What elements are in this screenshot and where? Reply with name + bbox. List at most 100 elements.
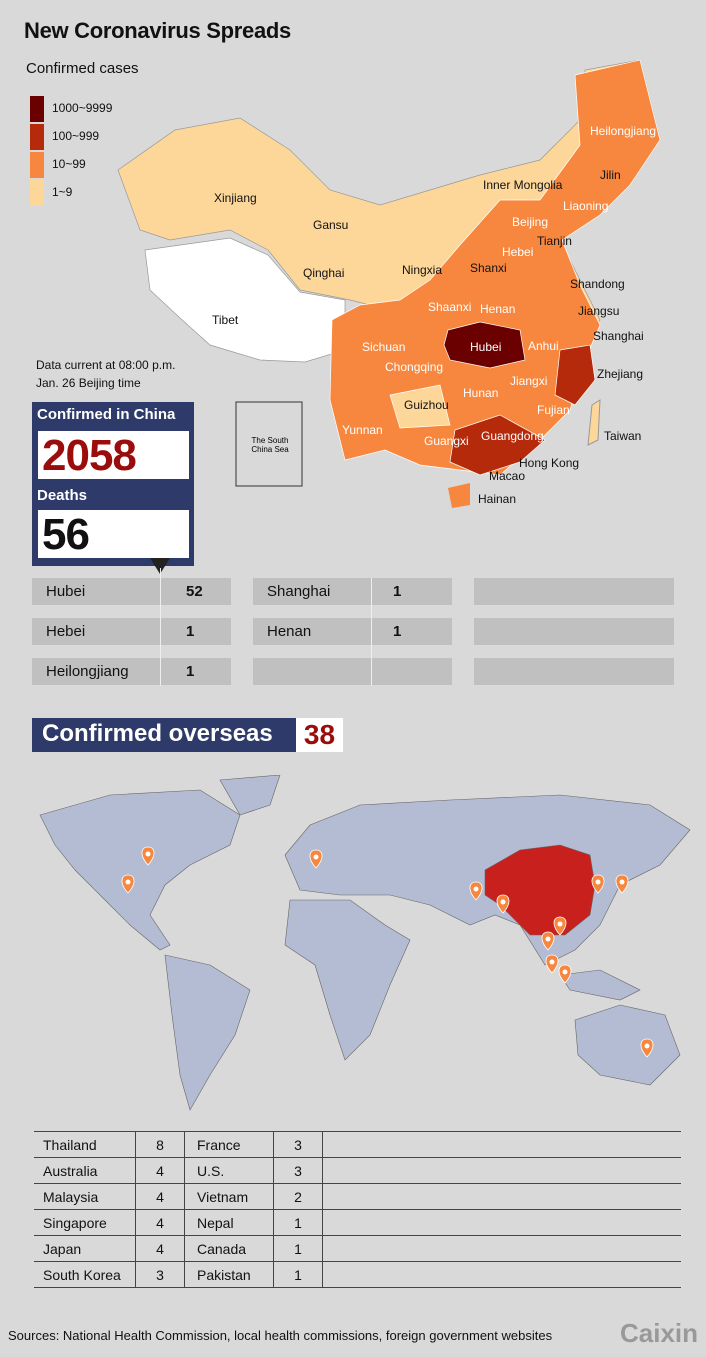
death-count: 1	[186, 623, 195, 640]
hainan-region	[448, 483, 470, 508]
death-cell: Shanghai 1	[253, 578, 452, 605]
death-cell: Henan 1	[253, 618, 452, 645]
province-label: Hebei	[502, 245, 534, 259]
legend-swatch	[30, 124, 44, 150]
province-label: Shanxi	[470, 261, 507, 275]
province-label: Qinghai	[303, 266, 345, 280]
guizhou-region	[389, 384, 451, 429]
tibet-region	[144, 237, 346, 363]
province-label: Beijing	[512, 215, 549, 229]
confirmed-value: 2058	[38, 431, 189, 480]
case-count: 4	[135, 1209, 185, 1236]
province-label: Chongqing	[385, 360, 444, 374]
province-label: Gansu	[313, 218, 349, 232]
location-pin-icon	[309, 849, 323, 869]
death-cell: Hebei 1	[32, 618, 231, 645]
province-label: Hainan	[478, 492, 517, 506]
china-stats-box: Confirmed in China 2058 Deaths 56	[32, 402, 194, 566]
location-pin-icon	[141, 846, 155, 866]
province-name: Hebei	[46, 623, 86, 640]
confirmed-label: Confirmed in China	[37, 406, 176, 423]
overseas-value: 38	[296, 718, 343, 752]
location-pin-icon	[545, 954, 559, 974]
province-name: Hubei	[46, 583, 86, 600]
africa	[284, 899, 411, 1061]
table-row: Australia 4 U.S. 3	[34, 1157, 681, 1184]
case-count: 2	[273, 1183, 323, 1210]
province-label: Shanghai	[593, 329, 644, 343]
legend-label: 1~9	[52, 185, 73, 199]
province-label: Guangdong	[481, 429, 544, 443]
case-count: 8	[135, 1131, 185, 1158]
country-name: Thailand	[34, 1131, 136, 1158]
pointer-triangle	[150, 558, 170, 574]
location-pin-icon	[496, 894, 510, 914]
province-label: Anhui	[528, 339, 559, 353]
death-count: 52	[186, 583, 203, 600]
location-pin-icon	[615, 874, 629, 894]
south-america	[164, 954, 251, 1111]
country-name: Australia	[34, 1157, 136, 1184]
province-label: Tibet	[212, 313, 239, 327]
case-count: 3	[135, 1261, 185, 1288]
province-label: Hunan	[463, 386, 499, 400]
country-name: France	[184, 1131, 274, 1158]
country-name: Japan	[34, 1235, 136, 1262]
location-pin-icon	[558, 964, 572, 984]
country-name: U.S.	[184, 1157, 274, 1184]
province-name: Shanghai	[267, 583, 331, 600]
overseas-table: Thailand 8 France 3 Australia 4 U.S. 3 Malaysia 4…	[34, 1131, 681, 1288]
country-name: South Korea	[34, 1261, 136, 1288]
province-label: Shaanxi	[428, 300, 472, 314]
legend-swatch	[30, 180, 44, 206]
legend-label: 1000~9999	[52, 101, 113, 115]
province-label: Jilin	[600, 168, 621, 182]
china-highlight	[484, 844, 596, 936]
province-label: Hong Kong	[519, 456, 580, 470]
death-cell	[474, 618, 674, 645]
sources-note: Sources: National Health Commission, loc…	[8, 1328, 553, 1343]
death-cell: Heilongjiang 1	[32, 658, 231, 685]
southeast-asia-islands	[559, 969, 641, 1001]
province-label: Jiangsu	[578, 304, 620, 318]
province-label: Guizhou	[404, 398, 449, 412]
province-label: Zhejiang	[597, 367, 644, 381]
province-label: Fujian	[537, 403, 570, 417]
province-label: Ningxia	[402, 263, 443, 277]
province-label: Jiangxi	[510, 374, 548, 388]
deaths-value: 56	[38, 510, 189, 559]
table-row: Malaysia 4 Vietnam 2	[34, 1183, 681, 1210]
country-name: Malaysia	[34, 1183, 136, 1210]
death-cell	[474, 578, 674, 605]
case-count: 3	[273, 1131, 323, 1158]
table-row: Thailand 8 France 3	[34, 1131, 681, 1158]
country-name: Vietnam	[184, 1183, 274, 1210]
legend-title: Confirmed cases	[26, 60, 139, 77]
china-map	[117, 60, 661, 508]
province-name: Heilongjiang	[46, 663, 129, 680]
province-label: Inner Mongolia	[483, 178, 563, 192]
empty-cell	[322, 1209, 681, 1236]
inset-label: The South China Sea	[251, 436, 289, 454]
data-timestamp: Data current at 08:00 p.m. Jan. 26 Beiji…	[36, 356, 175, 392]
death-count: 1	[186, 663, 195, 680]
case-count: 1	[273, 1235, 323, 1262]
caixin-logo: Caixin	[620, 1318, 699, 1348]
overseas-label: Confirmed overseas	[32, 718, 296, 752]
province-label: Guangxi	[424, 434, 469, 448]
zhejiang-region	[554, 344, 596, 406]
north-america	[39, 789, 241, 951]
case-count: 4	[135, 1235, 185, 1262]
province-label: Henan	[480, 302, 516, 316]
province-label: Shandong	[570, 277, 625, 291]
province-label: Liaoning	[563, 199, 609, 213]
province-label: Hubei	[470, 340, 502, 354]
location-pin-icon	[121, 874, 135, 894]
case-count: 1	[273, 1261, 323, 1288]
province-label: Xinjiang	[214, 191, 257, 205]
table-row: Japan 4 Canada 1	[34, 1235, 681, 1262]
province-name: Henan	[267, 623, 312, 640]
grid-divider	[371, 578, 372, 686]
case-count: 3	[273, 1157, 323, 1184]
